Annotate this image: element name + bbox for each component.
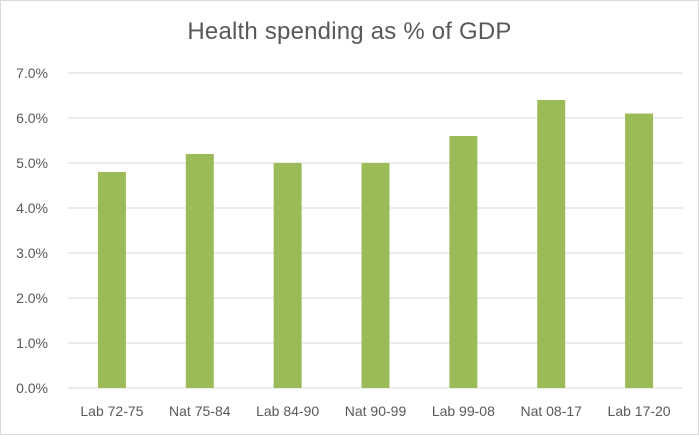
x-tick-label: Nat 08-17	[520, 403, 582, 419]
bar-nat-08-17	[537, 100, 566, 388]
y-tick-label: 3.0%	[16, 245, 48, 261]
x-tick-label: Nat 75-84	[169, 403, 231, 419]
bar-nat-75-84	[185, 154, 214, 388]
bar-lab-84-90	[273, 163, 302, 388]
y-tick-label: 2.0%	[16, 290, 48, 306]
x-tick-label: Lab 17-20	[608, 403, 671, 419]
bar-nat-90-99	[361, 163, 390, 388]
bar-lab-17-20	[625, 113, 654, 388]
y-tick-label: 1.0%	[16, 335, 48, 351]
x-tick-label: Lab 99-08	[432, 403, 495, 419]
y-tick-label: 6.0%	[16, 110, 48, 126]
y-tick-label: 4.0%	[16, 200, 48, 216]
x-tick-label: Lab 84-90	[256, 403, 319, 419]
chart-title: Health spending as % of GDP	[187, 18, 512, 45]
x-tick-label: Nat 90-99	[345, 403, 407, 419]
y-tick-label: 5.0%	[16, 155, 48, 171]
bar-lab-72-75	[97, 172, 126, 388]
x-tick-label: Lab 72-75	[80, 403, 143, 419]
y-tick-label: 7.0%	[16, 65, 48, 81]
bar-lab-99-08	[449, 136, 478, 388]
y-tick-label: 0.0%	[16, 380, 48, 396]
